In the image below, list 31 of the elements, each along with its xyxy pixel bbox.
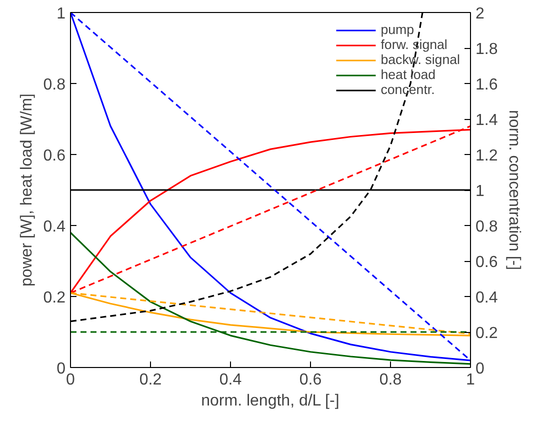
y-tick-label: 1 — [56, 6, 66, 22]
y2-tick-label: 0 — [476, 360, 484, 378]
y-tick-label: 0.4 — [43, 218, 66, 236]
y-axis-title: power [W], heat load [W/m] — [18, 94, 36, 286]
x-tick-label: 0.6 — [299, 372, 322, 388]
y2-tick-label: 0.4 — [476, 290, 498, 306]
x-tick-label: 0.8 — [379, 372, 402, 388]
legend-label: heat load — [380, 67, 436, 82]
y2-tick-label: 1.6 — [476, 76, 498, 94]
y2-tick-label: 1.2 — [476, 148, 498, 164]
x-tick-label: 1 — [466, 372, 476, 388]
y2-axis-title: norm. concentration [-] — [506, 110, 523, 270]
legend-label: concentr. — [380, 82, 435, 97]
legend-label: backw. signal — [380, 52, 460, 67]
legend-label: pump — [380, 22, 414, 37]
y2-tick-label: 1.4 — [476, 112, 498, 129]
x-tick-label: 0.2 — [139, 372, 162, 388]
legend-label: forw. signal — [380, 37, 448, 52]
y2-tick-label: 0.6 — [476, 254, 498, 271]
y2-tick-label: 2 — [476, 6, 484, 22]
y2-tick-label: 0.8 — [476, 218, 498, 236]
y-tick-label: 0.2 — [43, 290, 66, 306]
y-tick-label: 0 — [56, 360, 66, 378]
x-tick-label: 0.4 — [219, 372, 242, 388]
y2-tick-label: 0.2 — [476, 325, 498, 342]
y2-tick-label: 1.8 — [476, 41, 498, 58]
y-tick-label: 0.6 — [43, 148, 66, 164]
y-tick-label: 0.8 — [43, 76, 66, 94]
y2-tick-label: 1 — [476, 183, 484, 200]
line-series — [70, 232, 470, 365]
x-axis-title: norm. length, d/L [-] — [201, 392, 340, 410]
